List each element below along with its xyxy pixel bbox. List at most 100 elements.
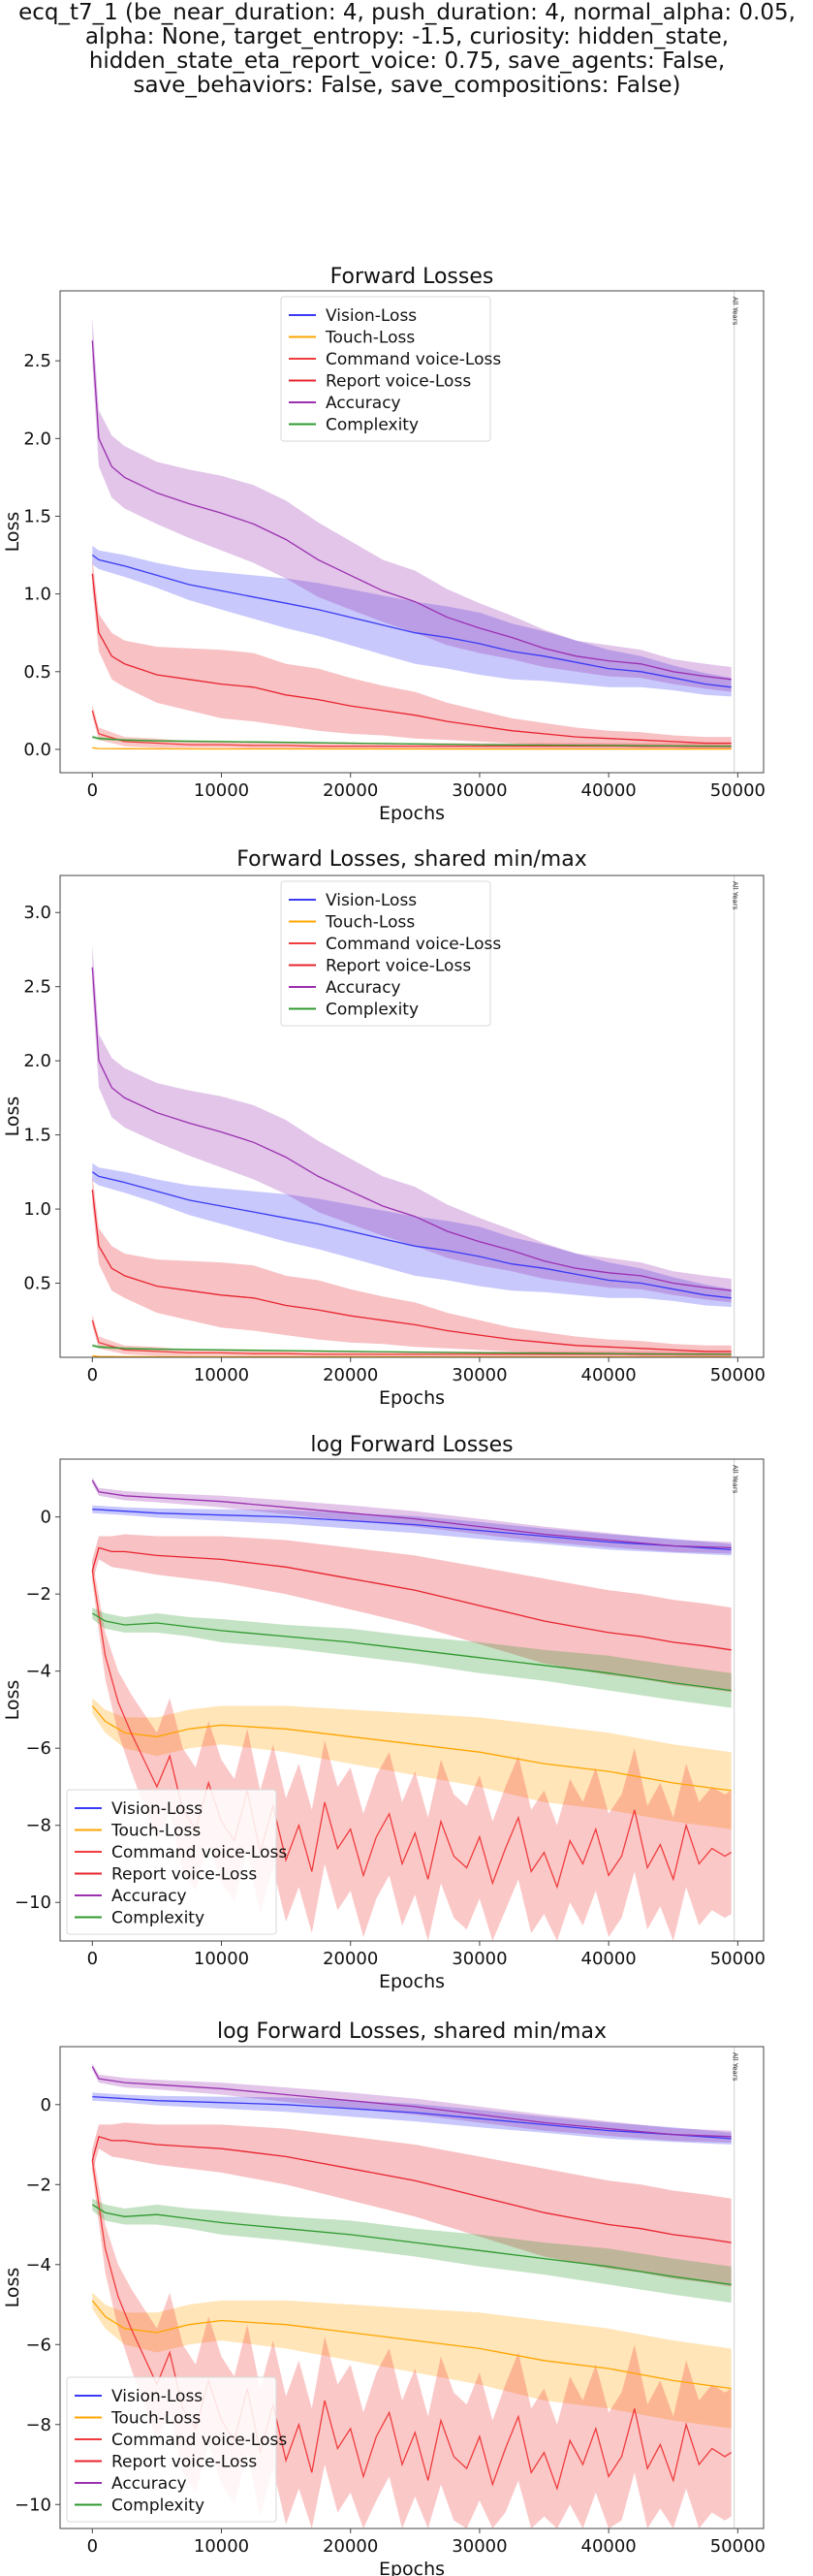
band-outer-accuracy	[92, 944, 732, 1303]
line-report-voice-loss	[91, 573, 732, 745]
band-accuracy	[92, 2063, 732, 2143]
x-axis-label: Epochs	[379, 1387, 445, 1409]
legend-label-command-voice-loss: Command voice-Loss	[326, 935, 501, 954]
x-axis-label: Epochs	[379, 803, 445, 824]
legend-label-complexity: Complexity	[111, 1909, 204, 1928]
x-tick-label: 50000	[710, 1365, 766, 1385]
axes-frame	[59, 1458, 765, 1942]
legend: Vision-Loss Touch-Loss Command voice-Loss R…	[66, 2376, 287, 2523]
suptitle-line-4: save_behaviors: False, save_compositions…	[133, 73, 680, 98]
line-command-voice-loss	[91, 710, 732, 747]
band-accuracy	[92, 1477, 732, 1554]
legend-label-vision-loss: Vision-Loss	[326, 306, 417, 326]
band-report-voice-loss	[92, 557, 732, 749]
x-tick-label: 40000	[581, 2536, 637, 2557]
band-outer-vision-loss	[92, 1505, 732, 1556]
band-outer-command-voice-loss	[92, 704, 732, 749]
plot-area	[91, 317, 732, 750]
band-outer-report-voice-loss	[92, 2122, 732, 2287]
x-tick-label: 0	[87, 1365, 98, 1385]
x-tick-label: 20000	[323, 1949, 378, 1969]
marker-label: All Years	[732, 881, 739, 910]
y-tick-label: 2.5	[23, 977, 51, 998]
legend-label-vision-loss: Vision-Loss	[326, 891, 417, 910]
legend-label-touch-loss: Touch-Loss	[110, 2409, 201, 2429]
axes-frame	[59, 875, 765, 1358]
x-tick-label: 40000	[581, 780, 637, 801]
y-tick-label: −4	[25, 2255, 51, 2275]
legend-label-report-voice-loss: Report voice-Loss	[326, 957, 471, 976]
band-report-voice-loss	[92, 1174, 732, 1357]
line-complexity	[92, 1345, 732, 1355]
legend-box	[280, 296, 491, 442]
band-complexity	[92, 2198, 732, 2303]
band-outer-command-voice-loss	[92, 1314, 732, 1357]
legend-label-vision-loss: Vision-Loss	[111, 1799, 203, 1819]
band-outer-accuracy	[92, 2063, 732, 2143]
band-outer-accuracy	[92, 1477, 732, 1554]
y-axis-label: Loss	[2, 1680, 23, 1721]
legend: Vision-Loss Touch-Loss Command voice-Loss R…	[280, 880, 501, 1027]
suptitle: ecq_t7_1 (be_near_duration: 4, push_dura…	[18, 0, 796, 98]
legend-label-accuracy: Accuracy	[326, 978, 401, 998]
band-outer-vision-loss	[92, 1162, 732, 1307]
line-accuracy	[91, 2066, 732, 2138]
legend-label-report-voice-loss: Report voice-Loss	[111, 1865, 257, 1885]
axes-frame	[59, 290, 765, 774]
band-outer-complexity	[92, 1607, 732, 1708]
x-tick-label: 30000	[452, 780, 507, 801]
band-outer-report-voice-loss	[92, 1174, 732, 1357]
band-vision-loss	[92, 2092, 732, 2145]
y-tick-label: −6	[25, 2335, 51, 2355]
line-report-voice-loss	[91, 1190, 732, 1352]
x-tick-label: 50000	[710, 1949, 766, 1969]
band-vision-loss	[92, 1505, 732, 1556]
line-complexity	[91, 1612, 732, 1692]
y-tick-label: 0	[41, 1508, 51, 1528]
panel-4: log Forward Losses, shared min/max All Ye…	[2, 2019, 766, 2576]
panel-title: Forward Losses	[330, 265, 494, 289]
line-accuracy	[91, 967, 732, 1291]
y-tick-label: 2.5	[23, 351, 51, 371]
panel-title: log Forward Losses, shared min/max	[217, 2019, 607, 2044]
x-tick-label: 30000	[452, 1949, 507, 1969]
y-tick-label: 1.0	[23, 585, 51, 605]
legend-label-command-voice-loss: Command voice-Loss	[111, 2431, 287, 2450]
panel-1: Forward Losses All Years 0 10000 20000 30000 4…	[2, 265, 766, 824]
line-vision-loss	[91, 1171, 732, 1299]
x-tick-label: 50000	[710, 2536, 766, 2557]
y-tick-label: 1.5	[23, 506, 51, 526]
legend-label-vision-loss: Vision-Loss	[111, 2387, 203, 2406]
band-outer-report-voice-loss	[92, 1534, 732, 1693]
x-axis-label: Epochs	[379, 1971, 445, 1992]
band-outer-accuracy	[92, 317, 732, 692]
legend-box	[280, 880, 491, 1027]
x-tick-label: 20000	[323, 2536, 378, 2557]
y-tick-label: 3.0	[23, 903, 51, 923]
legend-label-complexity: Complexity	[111, 2496, 204, 2516]
y-tick-label: −2	[25, 2175, 51, 2195]
line-vision-loss	[91, 554, 732, 688]
y-tick-label: −10	[15, 1892, 51, 1913]
x-tick-label: 10000	[194, 2536, 249, 2557]
y-tick-label: −8	[25, 2415, 51, 2435]
line-accuracy	[91, 340, 732, 681]
band-outer-vision-loss	[92, 545, 732, 697]
panel-3: log Forward Losses All Years 0 10000 20000 30…	[2, 1433, 766, 1992]
y-tick-label: 0	[41, 2095, 51, 2115]
legend-label-touch-loss: Touch-Loss	[325, 913, 415, 933]
marker-label: All Years	[732, 2052, 739, 2082]
y-tick-label: −2	[25, 1584, 51, 1605]
legend-label-complexity: Complexity	[326, 416, 419, 435]
band-accuracy	[92, 317, 732, 692]
line-accuracy	[91, 1479, 732, 1549]
line-touch-loss	[92, 747, 732, 750]
band-outer-touch-loss	[92, 1698, 732, 1829]
line-report-voice-loss	[91, 1546, 732, 1651]
x-tick-label: 20000	[323, 780, 378, 801]
panel-title: log Forward Losses	[310, 1433, 513, 1457]
band-outer-complexity	[92, 2198, 732, 2303]
x-tick-label: 10000	[194, 1949, 249, 1969]
legend-label-command-voice-loss: Command voice-Loss	[326, 350, 501, 369]
